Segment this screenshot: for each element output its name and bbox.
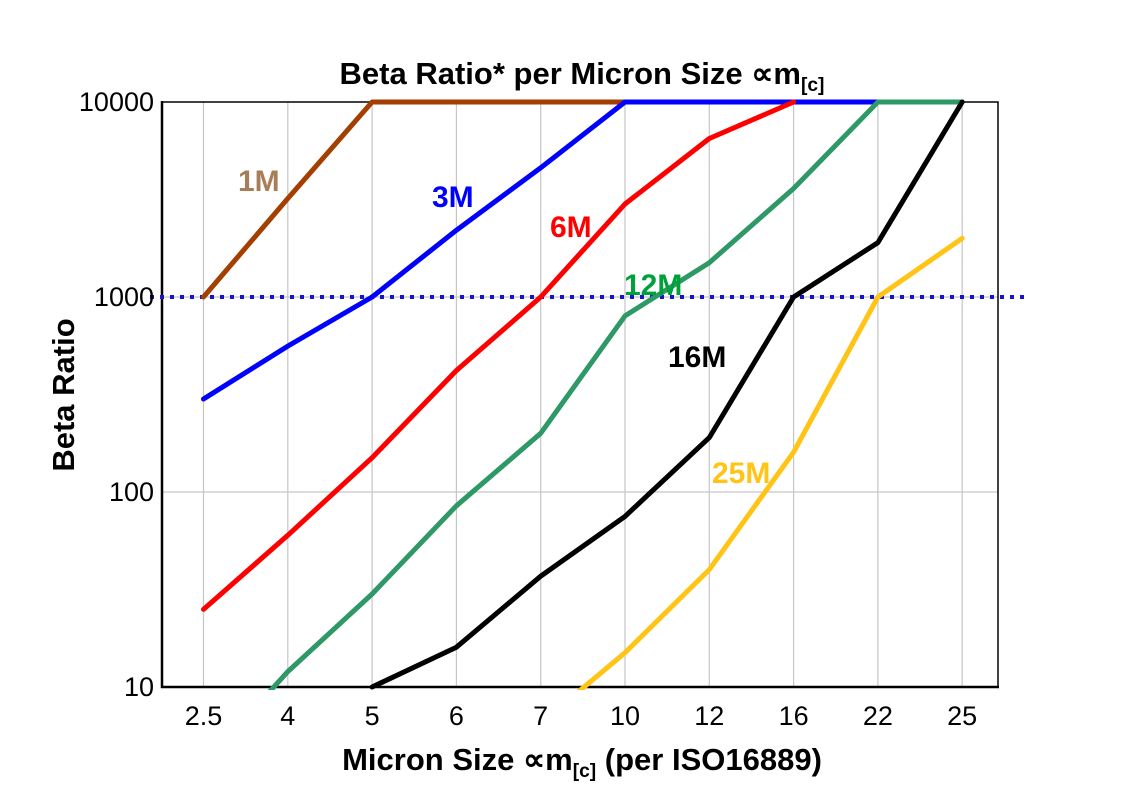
series-line-6m: [201, 99, 797, 612]
x-tick-label-7: 7: [533, 701, 549, 731]
x-tick-label-2.5: 2.5: [184, 701, 223, 731]
chart-title: Beta Ratio* per Micron Size ∝m[c]: [162, 56, 1002, 104]
chart-title-text: Beta Ratio* per Micron Size: [339, 56, 752, 91]
proportional-symbol: ∝m: [751, 56, 801, 91]
x-tick-label-6: 6: [448, 701, 464, 731]
series-label-3m: 3M: [432, 181, 474, 214]
x-axis-title: Micron Size ∝m[c] (per ISO16889): [162, 742, 1002, 790]
series-label-6m: 6M: [550, 211, 592, 244]
x-tick-label-5: 5: [364, 701, 380, 731]
series-label-12m: 12M: [624, 269, 683, 302]
y-tick-label-10: 10: [123, 672, 154, 702]
x-axis-title-suffix: (per ISO16889): [596, 742, 822, 777]
x-tick-label-4: 4: [280, 701, 296, 731]
series-label-1m: 1M: [238, 165, 280, 198]
y-tick-label-1000: 1000: [93, 282, 154, 312]
x-tick-label-22: 22: [862, 701, 893, 731]
x-tick-label-12: 12: [694, 701, 725, 731]
y-tick-label-10000: 10000: [78, 87, 154, 117]
x-tick-label-25: 25: [947, 701, 978, 731]
x-tick-label-10: 10: [609, 701, 641, 731]
y-tick-label-100: 100: [108, 477, 154, 507]
series-line-3m: [201, 99, 881, 402]
series-label-16m: 16M: [668, 341, 727, 374]
x-axis-title-subscript: [c]: [572, 761, 597, 783]
chart-title-subscript: [c]: [800, 75, 825, 97]
series-line-1m: [201, 99, 628, 300]
series-line-12m: [267, 99, 965, 690]
x-axis-title-text: Micron Size: [342, 742, 523, 777]
series-line-25m: [576, 235, 965, 690]
series-lines: [201, 99, 965, 690]
series-line-16m: [369, 99, 965, 690]
x-tick-label-16: 16: [778, 701, 809, 731]
proportional-symbol: ∝m: [522, 742, 573, 777]
series-label-25m: 25M: [712, 457, 771, 490]
